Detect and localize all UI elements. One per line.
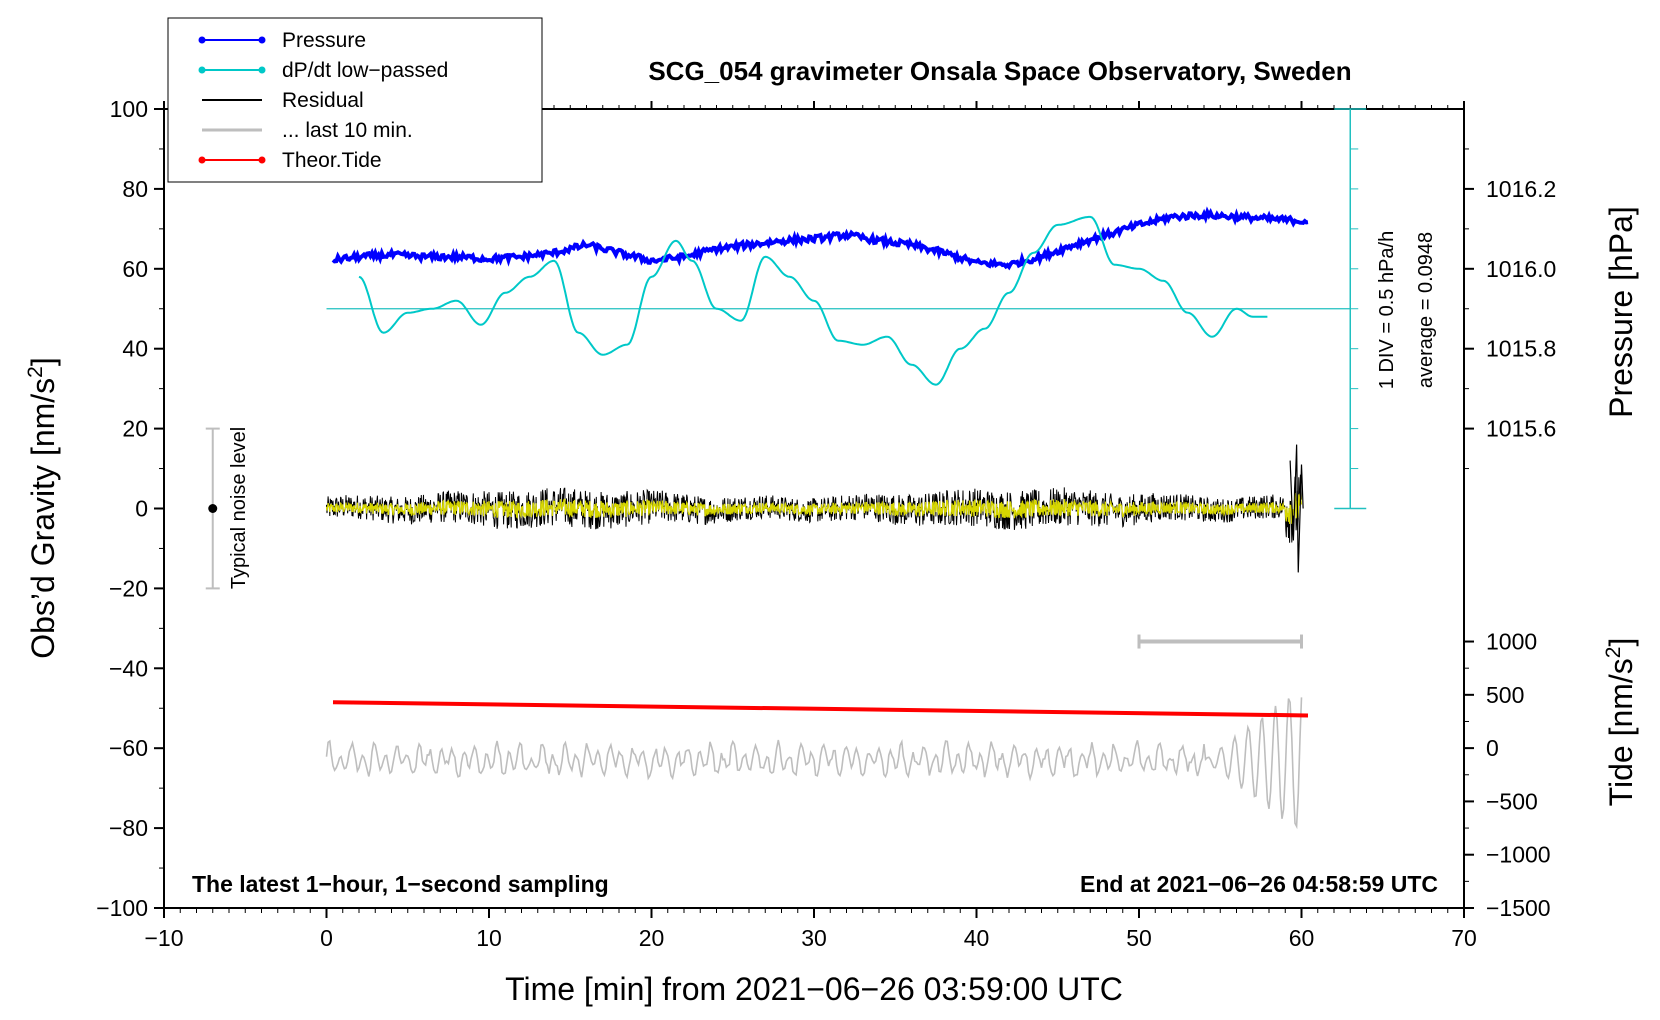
x-tick-label: 20 xyxy=(639,925,665,951)
tide-line xyxy=(332,700,1309,718)
average-label: average = 0.0948 xyxy=(1415,232,1437,388)
tide-axis: 1000 500 0 −500 −1000 −1500 xyxy=(1464,629,1551,921)
y-axis-left: 100 80 60 40 20 0 −20 −40 −60 −80 −100 xyxy=(96,96,164,921)
legend-marker xyxy=(258,36,266,44)
residual-series xyxy=(325,444,1304,573)
y-tick-label: −60 xyxy=(109,735,148,761)
residual-spike xyxy=(1289,444,1304,573)
x-axis-label: Time [min] from 2021−06−26 03:59:00 UTC xyxy=(505,971,1123,1007)
y-tick-label: 0 xyxy=(135,496,148,522)
tide-tick-label: 1000 xyxy=(1486,629,1537,655)
x-tick-label: 60 xyxy=(1289,925,1315,951)
legend-label: dP/dt low−passed xyxy=(282,59,448,82)
pressure-tick-label: 1016.2 xyxy=(1486,176,1556,202)
noise-bar xyxy=(205,427,220,590)
residual-line xyxy=(326,474,1302,543)
legend-label: Theor.Tide xyxy=(282,149,382,172)
noise-bar-dot xyxy=(208,504,218,513)
y-tick-label: −80 xyxy=(109,815,148,841)
y-tick-label: 20 xyxy=(122,416,148,442)
div-label: 1 DIV = 0.5 hPa/h xyxy=(1376,231,1398,389)
tide-tick-label: 0 xyxy=(1486,735,1499,761)
dpdt-line xyxy=(358,215,1268,386)
y-tick-label: 80 xyxy=(122,176,148,202)
x-tick-label: 30 xyxy=(801,925,827,951)
y-tick-label: 100 xyxy=(110,96,148,122)
dpdt-ruler xyxy=(326,108,1367,510)
x-tick-label: 70 xyxy=(1451,925,1477,951)
legend: Pressure dP/dt low−passed Residual ... last… xyxy=(167,17,543,183)
legend-marker xyxy=(198,36,206,44)
x-tick-label: 0 xyxy=(320,925,333,951)
pressure-tick-label: 1015.8 xyxy=(1486,336,1556,362)
x-tick-label: −10 xyxy=(144,925,183,951)
tide-tick-label: −1000 xyxy=(1486,842,1551,868)
tide-tick-label: −500 xyxy=(1486,788,1538,814)
y-axis-left-label: Obs’d Gravity [nm/s2] xyxy=(24,357,61,659)
y-tick-label: 40 xyxy=(122,336,148,362)
legend-label: ... last 10 min. xyxy=(282,119,413,142)
end-time-note: End at 2021−06−26 04:58:59 UTC xyxy=(1080,871,1438,897)
sampling-note: The latest 1−hour, 1−second sampling xyxy=(192,871,609,897)
y-tick-label: −100 xyxy=(96,895,148,921)
pressure-tick-label: 1015.6 xyxy=(1486,416,1556,442)
x-tick-label: 50 xyxy=(1126,925,1152,951)
pressure-axis-label: Pressure [hPa] xyxy=(1603,206,1639,418)
legend-marker xyxy=(198,156,206,164)
pressure-axis: 1016.2 1016.0 1015.8 1015.6 xyxy=(1464,148,1556,470)
legend-marker xyxy=(258,156,266,164)
chart-title: SCG_054 gravimeter Onsala Space Observat… xyxy=(648,56,1351,86)
x-tick-label: 40 xyxy=(964,925,990,951)
tide-axis-label: Tide [nm/s2] xyxy=(1602,638,1639,807)
y-tick-label: 60 xyxy=(122,256,148,282)
data-series xyxy=(331,206,1309,718)
residual-smoothed-line xyxy=(325,492,1303,524)
legend-marker xyxy=(198,66,206,74)
legend-label: Residual xyxy=(282,89,364,112)
last-10-min-line xyxy=(325,697,1303,830)
tide-tick-label: −1500 xyxy=(1486,895,1551,921)
legend-marker xyxy=(258,66,266,74)
x-axis: −10 0 10 20 30 40 50 60 70 xyxy=(144,101,1477,951)
pressure-line xyxy=(331,206,1309,271)
legend-label: Pressure xyxy=(282,29,366,52)
y-tick-label: −20 xyxy=(109,575,148,601)
pressure-tick-label: 1016.0 xyxy=(1486,256,1556,282)
noise-label: Typical noise level xyxy=(228,427,250,589)
x-tick-label: 10 xyxy=(476,925,502,951)
last-10-min-series xyxy=(325,634,1303,830)
y-tick-label: −40 xyxy=(109,655,148,681)
tide-tick-label: 500 xyxy=(1486,682,1524,708)
